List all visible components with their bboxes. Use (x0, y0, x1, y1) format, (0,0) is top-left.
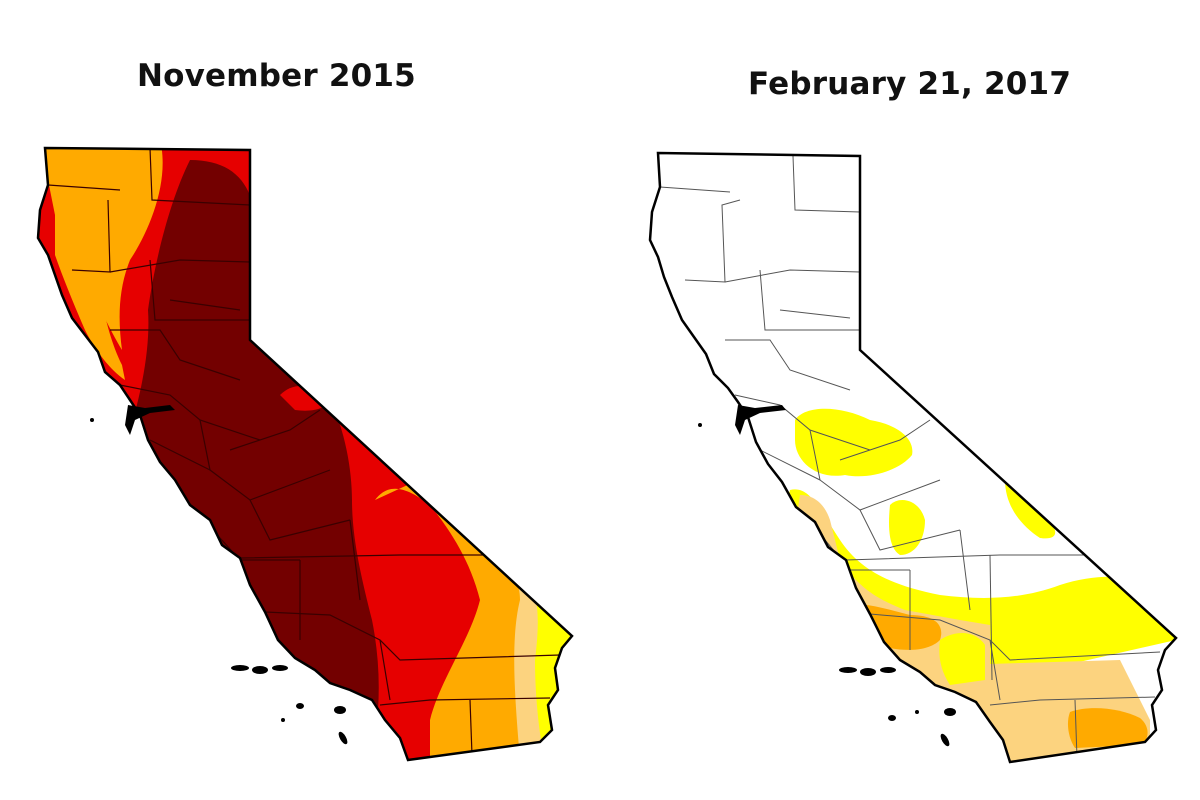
sf-bay (125, 405, 175, 435)
sf-bay-right (735, 405, 786, 435)
channel-islands-left (90, 418, 348, 745)
california-outline-left (36, 146, 574, 762)
map-title-february-2017: February 21, 2017 (748, 66, 1072, 102)
channel-islands-right (698, 423, 956, 747)
map-title-november-2015: November 2015 (137, 58, 416, 94)
map-november-2015 (36, 146, 574, 762)
california-outline-right (648, 151, 1178, 764)
d2-severe-region-northwest (40, 148, 163, 350)
d2-region-imperial (1067, 708, 1148, 748)
d0-region-sierra (795, 408, 913, 477)
map-february-2017 (648, 151, 1178, 764)
